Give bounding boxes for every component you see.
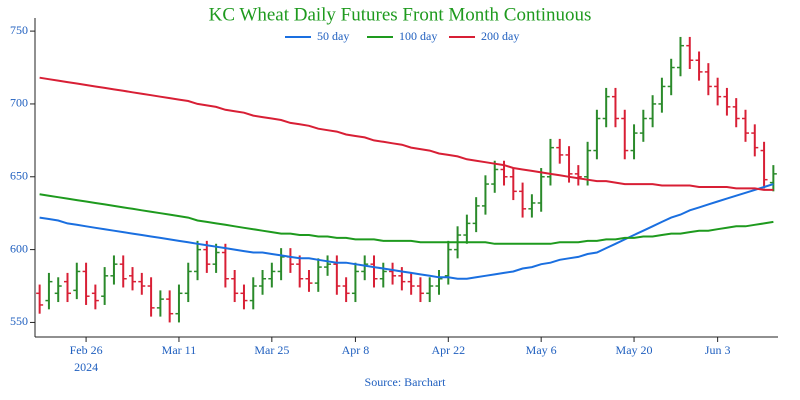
- moving-average-line: [39, 193, 774, 245]
- legend-label: 200 day: [481, 29, 519, 43]
- y-tick-label: 750: [10, 23, 28, 37]
- x-tick-label: May 6: [526, 343, 557, 357]
- source-note: Source: Barchart: [365, 375, 447, 389]
- x-year-label: 2024: [74, 360, 98, 374]
- x-tick-label: Jun 3: [705, 343, 731, 357]
- y-tick-label: 550: [10, 314, 28, 328]
- legend-label: 50 day: [317, 29, 349, 43]
- moving-average-line: [39, 76, 774, 191]
- legend-label: 100 day: [399, 29, 437, 43]
- moving-average-line: [39, 183, 774, 280]
- x-tick-label: May 20: [616, 343, 653, 357]
- y-tick-label: 600: [10, 241, 28, 255]
- y-tick-label: 700: [10, 96, 28, 110]
- y-tick-label: 650: [10, 169, 28, 183]
- x-tick-label: Apr 8: [342, 343, 370, 357]
- x-tick-label: Mar 25: [254, 343, 289, 357]
- x-tick-label: Feb 26: [70, 343, 103, 357]
- chart-title: KC Wheat Daily Futures Front Month Conti…: [209, 4, 592, 25]
- x-tick-label: Apr 22: [431, 343, 465, 357]
- x-tick-label: Mar 11: [162, 343, 197, 357]
